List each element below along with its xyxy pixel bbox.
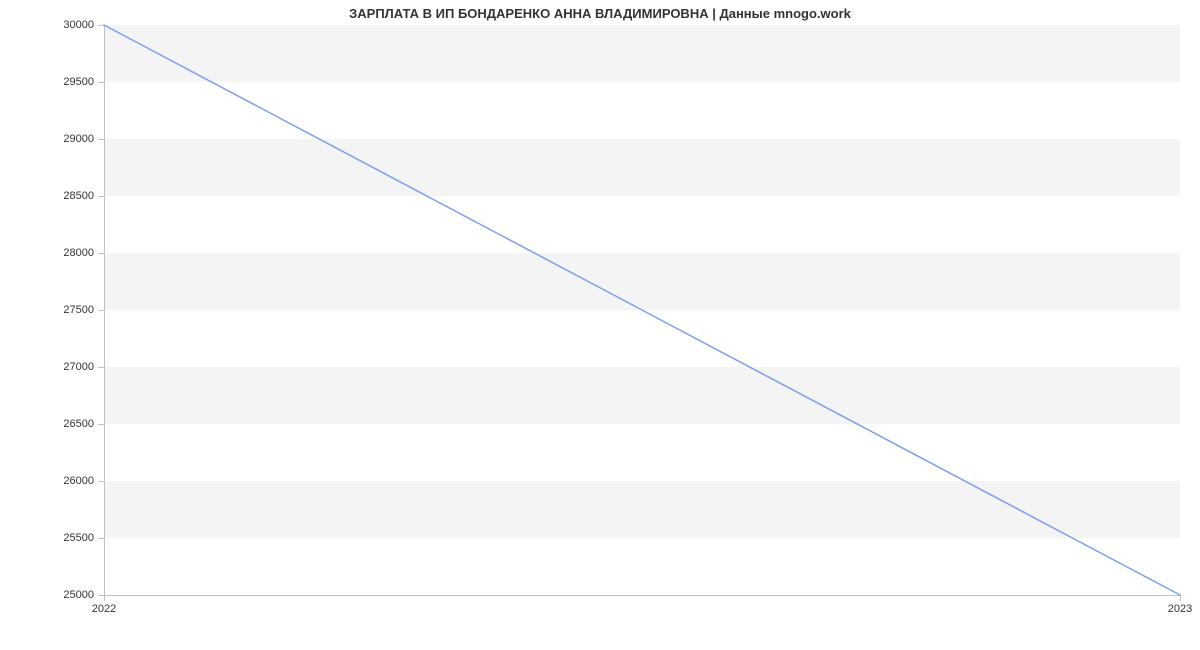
y-tick-label: 26000: [34, 475, 94, 487]
y-tick-label: 29000: [34, 133, 94, 145]
y-tick-label: 26500: [34, 418, 94, 430]
y-tick-label: 28000: [34, 247, 94, 259]
x-axis-line: [104, 595, 1180, 596]
series-layer: [104, 25, 1180, 595]
x-tick-label: 2022: [92, 603, 116, 615]
x-tick-label: 2023: [1168, 603, 1192, 615]
plot-area: 2500025500260002650027000275002800028500…: [104, 25, 1180, 595]
x-tick: [1180, 595, 1181, 601]
y-tick-label: 30000: [34, 19, 94, 31]
y-tick-label: 28500: [34, 190, 94, 202]
y-tick-label: 25000: [34, 589, 94, 601]
chart-title: ЗАРПЛАТА В ИП БОНДАРЕНКО АННА ВЛАДИМИРОВ…: [0, 6, 1200, 21]
y-tick-label: 29500: [34, 76, 94, 88]
x-tick: [104, 595, 105, 601]
y-tick-label: 25500: [34, 532, 94, 544]
series-line: [104, 25, 1180, 595]
chart-container: ЗАРПЛАТА В ИП БОНДАРЕНКО АННА ВЛАДИМИРОВ…: [0, 0, 1200, 650]
y-tick-label: 27000: [34, 361, 94, 373]
y-tick-label: 27500: [34, 304, 94, 316]
